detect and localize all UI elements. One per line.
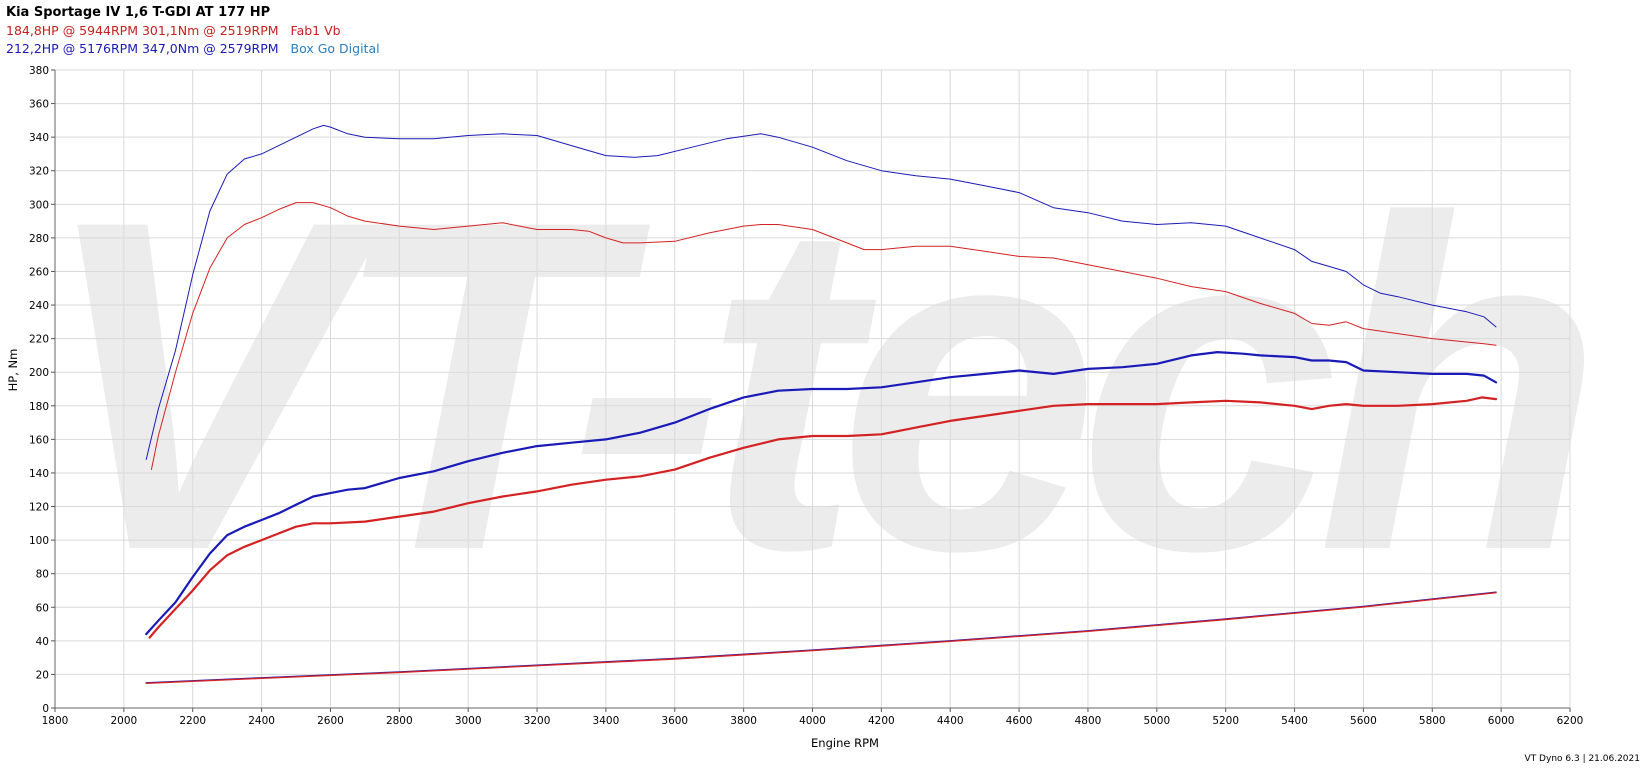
x-tick-label: 2000 xyxy=(110,715,137,727)
x-tick-label: 3800 xyxy=(730,715,757,727)
x-tick-label: 3600 xyxy=(661,715,688,727)
x-tick-label: 5400 xyxy=(1281,715,1308,727)
y-tick-label: 280 xyxy=(29,233,49,245)
chart-title: Kia Sportage IV 1,6 T-GDI AT 177 HP xyxy=(6,5,271,20)
y-tick-label: 120 xyxy=(29,502,49,514)
x-tick-label: 5600 xyxy=(1350,715,1377,727)
x-tick-label: 4800 xyxy=(1075,715,1102,727)
y-tick-label: 160 xyxy=(29,434,49,446)
y-axis-label: HP, Nm xyxy=(6,349,20,392)
y-tick-label: 140 xyxy=(29,468,49,480)
chart-series xyxy=(145,124,1498,684)
x-tick-label: 3400 xyxy=(593,715,620,727)
y-tick-label: 200 xyxy=(29,367,49,379)
x-tick-label: 2600 xyxy=(317,715,344,727)
legend-tuned-summary: 212,2HP @ 5176RPM 347,0Nm @ 2579RPM xyxy=(6,41,279,56)
chart-grid xyxy=(54,69,1571,709)
legend-tuned: 212,2HP @ 5176RPM 347,0Nm @ 2579RPM Box … xyxy=(6,40,380,58)
x-tick-label: 4200 xyxy=(868,715,895,727)
footer-credit: VT Dyno 6.3 | 21.06.2021 xyxy=(1524,754,1640,764)
watermark-logo: VT-tech xyxy=(38,123,1588,648)
chart-header: Kia Sportage IV 1,6 T-GDI AT 177 HP 184,… xyxy=(6,3,380,58)
y-tick-label: 340 xyxy=(29,132,49,144)
chart-axes: 1800 2000 2200 2400 2600 2800 3000 3200 3400 3600… xyxy=(29,65,1583,727)
x-tick-label: 3000 xyxy=(455,715,482,727)
legend-stock: 184,8HP @ 5944RPM 301,1Nm @ 2519RPM Fab1… xyxy=(6,22,380,40)
y-tick-label: 220 xyxy=(29,334,49,346)
x-tick-label: 5200 xyxy=(1212,715,1239,727)
y-tick-label: 300 xyxy=(29,199,49,211)
y-tick-label: 360 xyxy=(29,99,49,111)
legend-stock-summary: 184,8HP @ 5944RPM 301,1Nm @ 2519RPM xyxy=(6,23,279,38)
x-axis-label: Engine RPM xyxy=(811,736,879,750)
x-tick-label: 6200 xyxy=(1557,715,1584,727)
x-tick-label: 2800 xyxy=(386,715,413,727)
y-tick-label: 0 xyxy=(42,703,49,715)
y-tick-label: 60 xyxy=(36,602,49,614)
y-tick-label: 240 xyxy=(29,300,49,312)
x-tick-label: 2400 xyxy=(248,715,275,727)
y-tick-label: 80 xyxy=(36,569,49,581)
x-tick-label: 4400 xyxy=(937,715,964,727)
y-tick-label: 380 xyxy=(29,65,49,77)
legend-stock-name: Fab1 Vb xyxy=(290,23,341,38)
y-tick-label: 320 xyxy=(29,166,49,178)
series-line-fab1-vb-loss xyxy=(145,592,1497,684)
x-tick-label: 5000 xyxy=(1143,715,1170,727)
x-tick-label: 3200 xyxy=(524,715,551,727)
x-tick-label: 1800 xyxy=(42,715,69,727)
x-tick-label: 2200 xyxy=(179,715,206,727)
x-tick-label: 5800 xyxy=(1419,715,1446,727)
legend-tuned-name: Box Go Digital xyxy=(290,41,380,56)
series-line-fab1-vb-power xyxy=(148,396,1498,639)
x-tick-label: 4600 xyxy=(1006,715,1033,727)
x-tick-label: 4000 xyxy=(799,715,826,727)
y-tick-label: 180 xyxy=(29,401,49,413)
header-title-line: Kia Sportage IV 1,6 T-GDI AT 177 HP xyxy=(6,3,380,22)
y-tick-label: 100 xyxy=(29,535,49,547)
y-tick-label: 260 xyxy=(29,266,49,278)
y-tick-label: 20 xyxy=(36,669,49,681)
series-line-box-go-digital-power xyxy=(145,351,1498,636)
y-tick-label: 40 xyxy=(36,636,49,648)
series-line-box-go-digital-torque xyxy=(145,124,1497,460)
series-line-fab1-vb-torque xyxy=(150,202,1497,471)
x-tick-label: 6000 xyxy=(1488,715,1515,727)
